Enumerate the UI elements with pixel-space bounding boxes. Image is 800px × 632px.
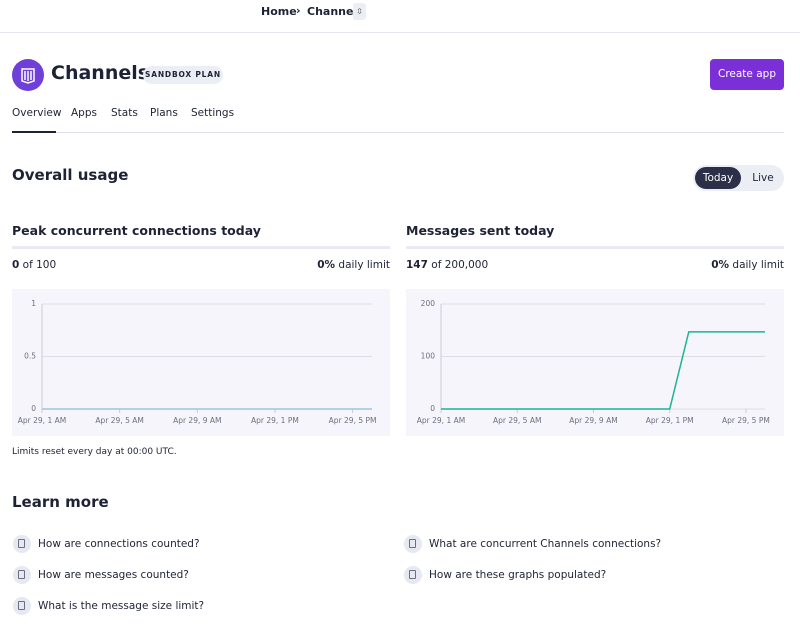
- usage-limit: 0% daily limit: [711, 259, 784, 271]
- x-tick-label: Apr 29, 1 PM: [646, 416, 694, 425]
- x-tick-label: Apr 29, 5 AM: [95, 416, 143, 425]
- tab-divider: [12, 132, 784, 133]
- breadcrumb-separator: ›: [296, 4, 301, 17]
- help-link[interactable]: How are messages counted?: [38, 569, 189, 581]
- breadcrumb-current[interactable]: Channels: [307, 5, 364, 18]
- usage-count: 147 of 200,000: [406, 259, 488, 271]
- x-tick-label: Apr 29, 5 AM: [493, 416, 541, 425]
- create-app-button[interactable]: Create app: [710, 59, 784, 90]
- help-link[interactable]: What is the message size limit?: [38, 600, 205, 612]
- usage-count: 0 of 100: [12, 259, 56, 271]
- doc-icon: [13, 597, 31, 615]
- chart: 0 0.5 1 Apr 29, 1 AM Apr 29, 5 AM Apr 29, 9 A…: [12, 289, 390, 436]
- y-tick-label: 0.5: [24, 352, 36, 361]
- y-tick-label: 1: [31, 299, 36, 308]
- tab-indicator: [12, 131, 56, 133]
- used: 0: [12, 259, 20, 271]
- quota: of 200,000: [431, 259, 489, 271]
- y-tick-label: 200: [421, 299, 436, 308]
- breadcrumb-switcher[interactable]: ⇳: [353, 3, 366, 20]
- data-line: [441, 331, 765, 410]
- logo-glyph: [21, 68, 35, 84]
- plot-background: [12, 289, 390, 436]
- help-link[interactable]: How are these graphs populated?: [429, 569, 607, 581]
- doc-icon: [13, 566, 31, 584]
- help-link[interactable]: What are concurrent Channels connections…: [429, 538, 662, 550]
- tab[interactable]: Apps: [71, 107, 97, 119]
- top-bar: [0, 0, 800, 33]
- x-tick-label: Apr 29, 5 PM: [722, 416, 770, 425]
- panel-title: Peak concurrent connections today: [12, 223, 261, 238]
- toggle-option[interactable]: Today: [695, 167, 741, 189]
- breadcrumb-home[interactable]: Home: [261, 5, 297, 18]
- footnote: Limits reset every day at 00:00 UTC.: [12, 447, 177, 457]
- toggle-option[interactable]: Live: [752, 172, 774, 184]
- section-title: Overall usage: [12, 166, 129, 184]
- panel-title: Messages sent today: [406, 223, 555, 238]
- section-title: Learn more: [12, 493, 109, 511]
- x-tick-label: Apr 29, 1 PM: [251, 416, 299, 425]
- x-tick-label: Apr 29, 1 AM: [417, 416, 465, 425]
- x-tick-label: Apr 29, 9 AM: [173, 416, 221, 425]
- y-tick-label: 0: [31, 404, 36, 413]
- plan-badge: SANDBOX PLAN: [143, 66, 223, 84]
- help-link[interactable]: How are connections counted?: [38, 538, 200, 550]
- x-tick-label: Apr 29, 9 AM: [569, 416, 617, 425]
- quota: of 100: [22, 259, 57, 271]
- tab[interactable]: Settings: [191, 107, 235, 119]
- logo: [12, 59, 44, 91]
- page-title: Channels: [51, 62, 150, 84]
- used: 147: [406, 259, 428, 271]
- panel-divider: [406, 246, 784, 249]
- limit-label: daily limit: [732, 259, 784, 271]
- doc-icon: [404, 566, 422, 584]
- percent: 0%: [711, 259, 730, 271]
- x-tick-label: Apr 29, 5 PM: [329, 416, 377, 425]
- chart: 0 100 200 Apr 29, 1 AM Apr 29, 5 AM Apr 29, 9…: [406, 289, 784, 436]
- tab[interactable]: Plans: [150, 107, 178, 119]
- y-tick-label: 0: [430, 404, 435, 413]
- x-tick-label: Apr 29, 1 AM: [18, 416, 66, 425]
- doc-icon: [13, 535, 31, 553]
- plot-background: [406, 289, 784, 436]
- limit-label: daily limit: [338, 259, 390, 271]
- panel-divider: [12, 246, 390, 249]
- tab[interactable]: Overview: [12, 107, 62, 119]
- doc-icon: [404, 535, 422, 553]
- y-tick-label: 100: [421, 352, 436, 361]
- tab[interactable]: Stats: [111, 107, 138, 119]
- usage-limit: 0% daily limit: [317, 259, 390, 271]
- percent: 0%: [317, 259, 336, 271]
